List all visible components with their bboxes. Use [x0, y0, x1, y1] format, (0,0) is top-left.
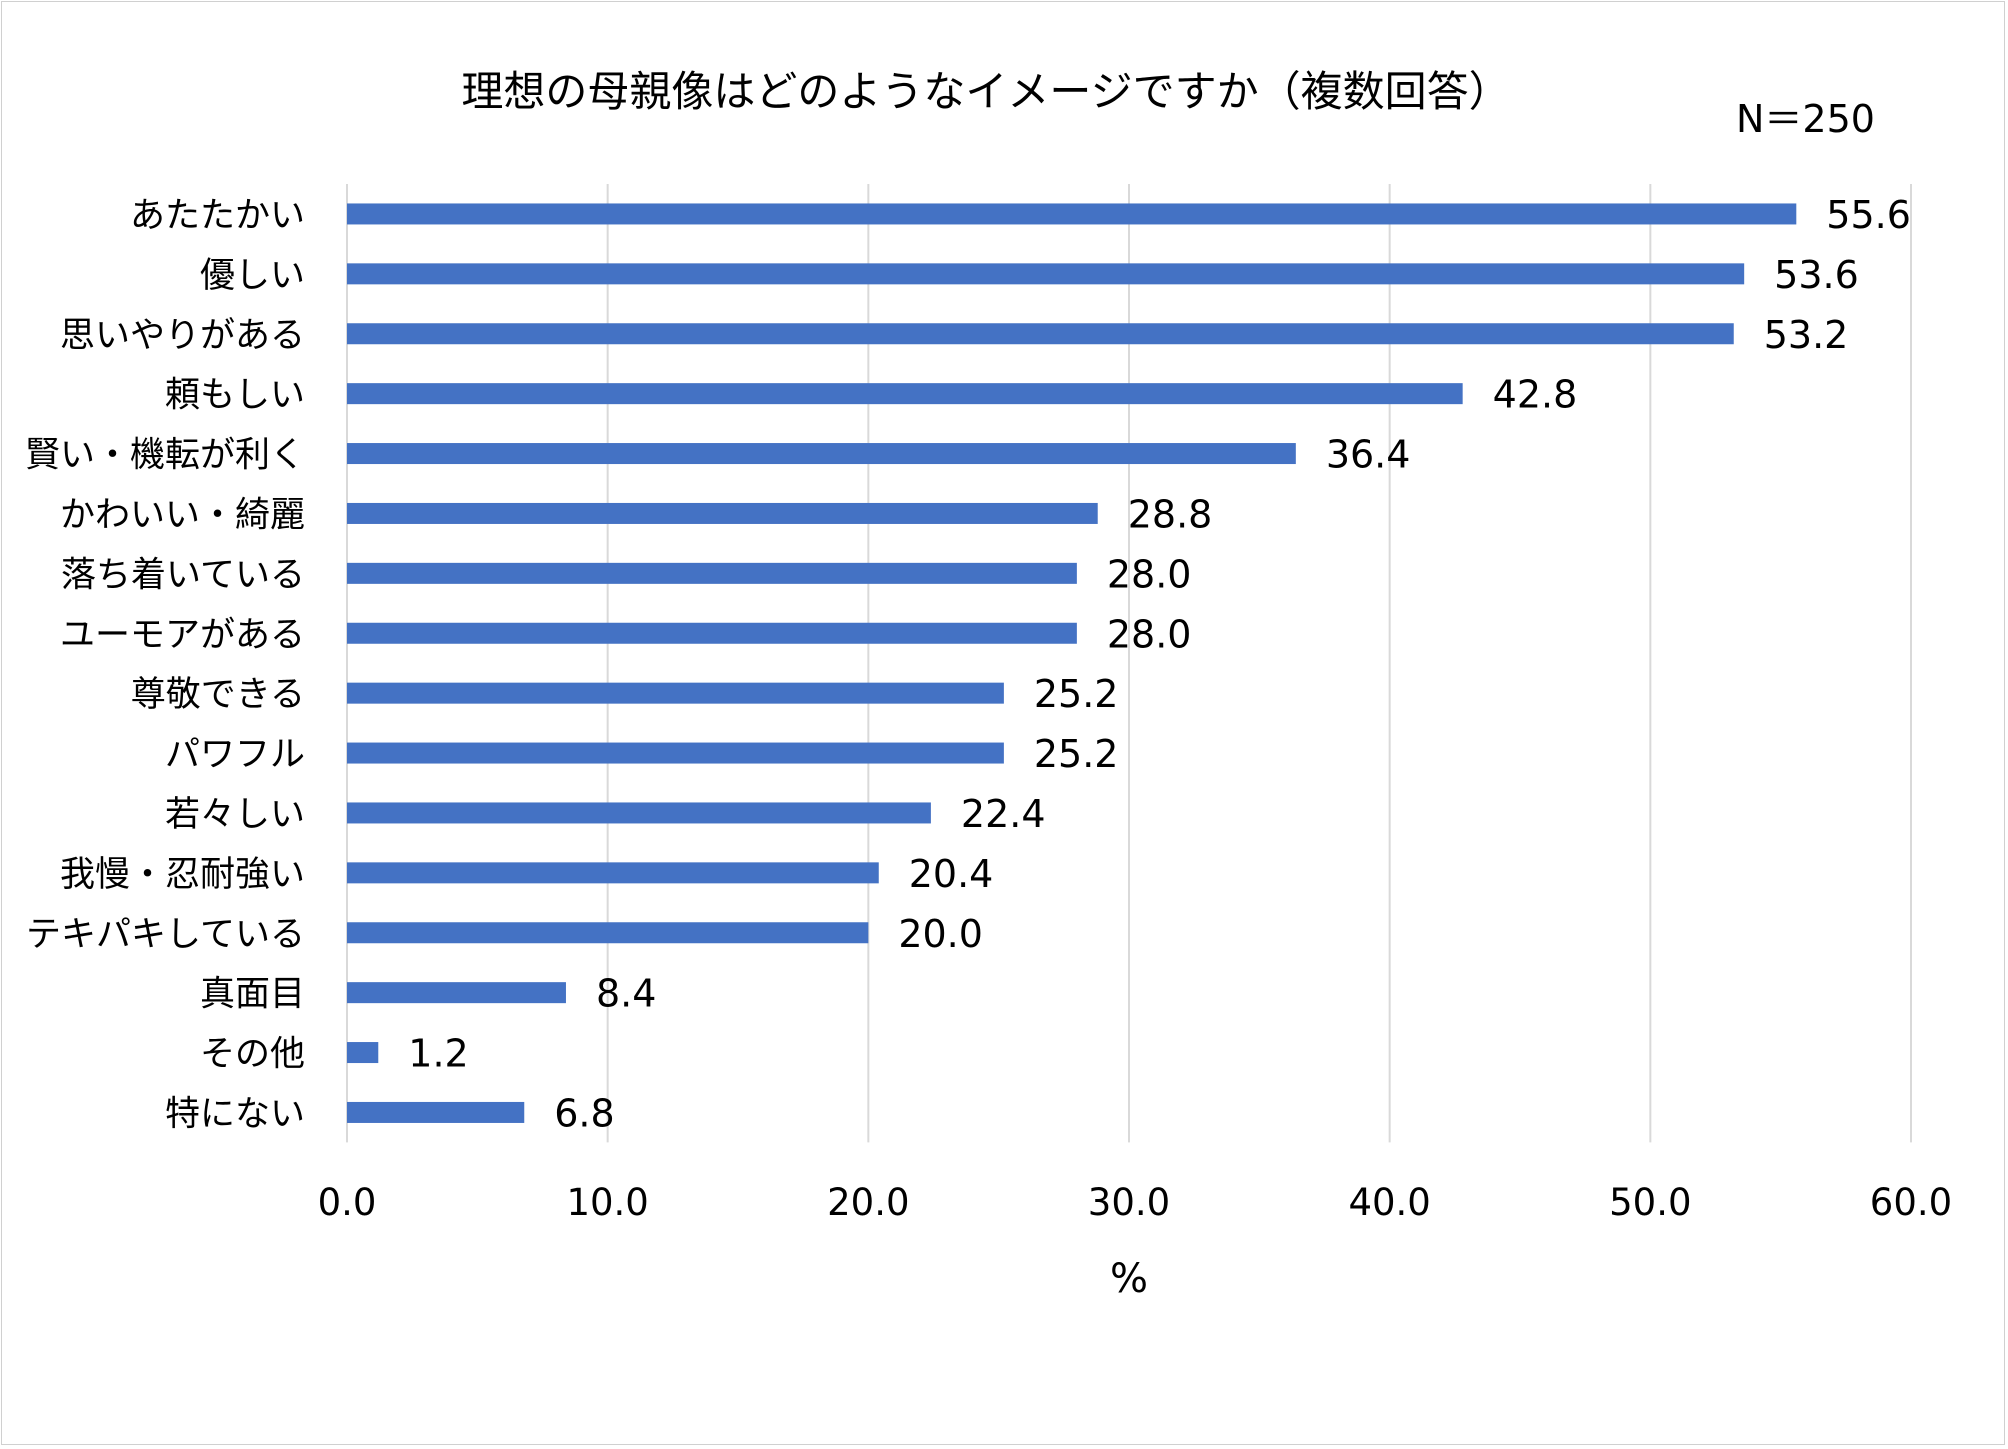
data-label: 25.2 [1034, 732, 1119, 776]
data-label: 1.2 [408, 1032, 468, 1076]
bar [347, 263, 1745, 285]
bar [347, 502, 1098, 524]
bars [347, 203, 1797, 1123]
category-label: かわいい・綺麗 [60, 495, 305, 535]
x-tick-label: 0.0 [318, 1181, 377, 1224]
x-tick-labels: 0.0 10.0 20.0 30.0 40.0 50.0 60.0 [318, 1181, 1953, 1224]
sample-size: N＝250 [1736, 97, 1875, 141]
bar [347, 203, 1797, 225]
bar [347, 562, 1077, 584]
data-label: 36.4 [1326, 433, 1411, 477]
category-label: 頼もしい [165, 376, 305, 416]
bar [347, 1042, 379, 1064]
bar [347, 802, 931, 824]
category-label: パワフル [165, 735, 305, 775]
data-label: 6.8 [554, 1091, 614, 1135]
category-labels: あたたかい優しい思いやりがある頼もしい賢い・機転が利くかわいい・綺麗落ち着いてい… [25, 196, 305, 1134]
category-label: 尊敬できる [131, 675, 305, 715]
data-label: 55.6 [1826, 193, 1911, 237]
x-tick-label: 60.0 [1870, 1181, 1952, 1224]
chart-title: 理想の母親像はどのようなイメージですか（複数回答） [461, 67, 1511, 116]
x-axis-label: % [1110, 1256, 1148, 1302]
data-label: 28.0 [1107, 612, 1192, 656]
data-label: 25.2 [1034, 672, 1119, 716]
x-tick-label: 30.0 [1088, 1181, 1170, 1224]
bar [347, 862, 879, 884]
data-label: 22.4 [961, 792, 1046, 836]
category-label: テキパキしている [26, 915, 305, 955]
bar [347, 443, 1296, 465]
bar [347, 323, 1734, 345]
bar [347, 383, 1463, 405]
x-tick-label: 10.0 [566, 1181, 648, 1224]
data-label: 28.8 [1128, 492, 1213, 536]
x-tick-label: 40.0 [1348, 1181, 1430, 1224]
category-label: その他 [200, 1035, 305, 1075]
data-label: 8.4 [596, 972, 656, 1016]
x-tick-label: 20.0 [827, 1181, 909, 1224]
category-label: 特にない [165, 1094, 305, 1134]
category-label: 賢い・機転が利く [25, 436, 305, 476]
data-label: 20.4 [909, 852, 994, 896]
category-label: あたたかい [130, 196, 305, 236]
data-label: 53.2 [1764, 313, 1849, 357]
category-label: ユーモアがある [60, 615, 305, 655]
bar [347, 742, 1004, 764]
data-label: 53.6 [1774, 253, 1859, 297]
category-label: 真面目 [200, 975, 305, 1015]
value-labels: 55.6 53.6 53.2 42.8 36.4 28.8 28.0 28.0 25.2 25.2… [408, 193, 1911, 1135]
bar [347, 682, 1004, 704]
bar [347, 1101, 525, 1123]
category-label: 若々しい [165, 795, 305, 835]
bar [347, 622, 1077, 644]
category-label: 我慢・忍耐強い [60, 855, 305, 895]
category-label: 優しい [200, 256, 305, 296]
data-label: 42.8 [1493, 373, 1578, 417]
bar [347, 982, 566, 1004]
data-label: 20.0 [898, 912, 983, 956]
category-label: 落ち着いている [61, 555, 305, 595]
bar [347, 922, 869, 944]
category-label: 思いやりがある [60, 316, 305, 356]
x-tick-label: 50.0 [1609, 1181, 1691, 1224]
data-label: 28.0 [1107, 552, 1192, 596]
